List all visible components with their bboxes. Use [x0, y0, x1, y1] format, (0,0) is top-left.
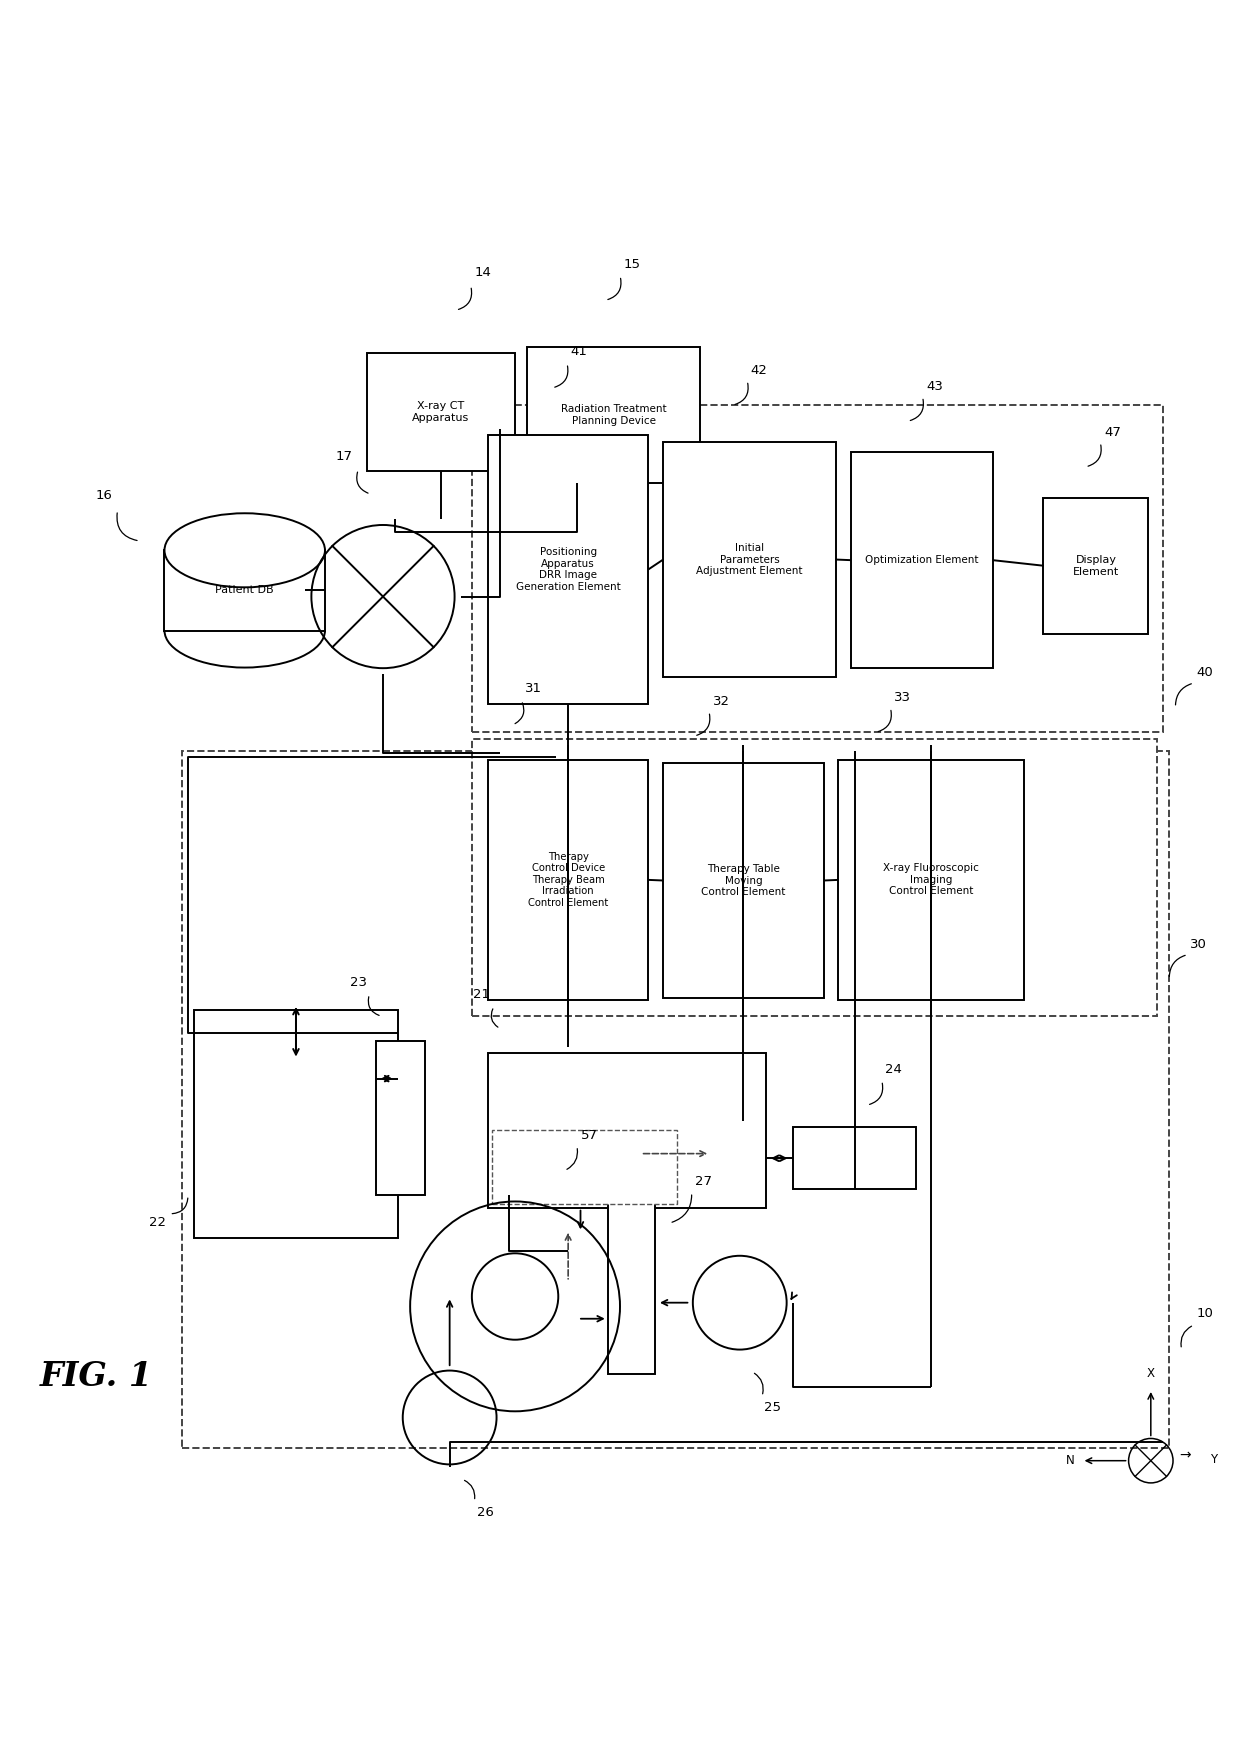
Bar [182, 750, 1169, 1448]
Bar [472, 405, 1163, 733]
Bar [472, 738, 1157, 1016]
Bar [838, 759, 1024, 1000]
Text: 23: 23 [350, 976, 367, 990]
Text: Positioning
Apparatus
DRR Image
Generation Element: Positioning Apparatus DRR Image Generati… [516, 548, 620, 592]
Text: 14: 14 [475, 266, 491, 280]
Text: FIG. 1: FIG. 1 [40, 1359, 153, 1393]
Text: 22: 22 [149, 1217, 166, 1229]
Bar [487, 435, 649, 704]
Text: Initial
Parameters
Adjustment Element: Initial Parameters Adjustment Element [697, 542, 802, 576]
Text: 43: 43 [926, 380, 942, 393]
Text: X-ray CT
Apparatus: X-ray CT Apparatus [413, 402, 470, 423]
Text: 57: 57 [580, 1129, 598, 1143]
Text: 26: 26 [477, 1506, 494, 1520]
Text: Display
Element: Display Element [1073, 555, 1118, 576]
Text: 40: 40 [1197, 666, 1213, 680]
Text: 15: 15 [624, 257, 641, 271]
Text: Patient DB: Patient DB [216, 585, 274, 595]
Bar [487, 759, 649, 1000]
Text: →: → [1179, 1449, 1190, 1463]
Text: 17: 17 [335, 451, 352, 463]
Text: X-ray Fluoroscopic
Imaging
Control Element: X-ray Fluoroscopic Imaging Control Eleme… [883, 863, 980, 896]
Bar [663, 763, 823, 998]
Bar [527, 347, 701, 483]
Bar [608, 1159, 655, 1374]
Bar [376, 1041, 425, 1196]
Text: 10: 10 [1197, 1307, 1214, 1321]
Bar [663, 442, 836, 676]
Bar [487, 1053, 765, 1208]
Bar [165, 549, 325, 630]
Text: 24: 24 [885, 1062, 903, 1076]
Text: 42: 42 [751, 365, 768, 377]
Text: X: X [1147, 1368, 1154, 1381]
Text: N: N [1065, 1455, 1074, 1467]
Text: 41: 41 [570, 345, 588, 357]
Bar [792, 1127, 916, 1189]
Bar [1043, 498, 1148, 634]
Text: 27: 27 [696, 1176, 712, 1189]
Text: 25: 25 [764, 1402, 781, 1414]
Text: 30: 30 [1190, 939, 1208, 951]
Text: 31: 31 [525, 682, 542, 696]
Text: 21: 21 [474, 988, 490, 1002]
Text: Optimization Element: Optimization Element [866, 555, 978, 565]
Text: 16: 16 [95, 488, 113, 502]
Text: 47: 47 [1104, 426, 1121, 438]
Text: Radiation Treatment
Planning Device: Radiation Treatment Planning Device [560, 405, 667, 426]
Bar [195, 1011, 398, 1238]
Text: Therapy
Control Device
Therapy Beam
Irradiation
Control Element: Therapy Control Device Therapy Beam Irra… [528, 852, 609, 909]
Text: 32: 32 [713, 694, 729, 708]
Bar [367, 354, 515, 470]
Text: 33: 33 [894, 690, 911, 704]
Bar [851, 453, 993, 667]
Text: Therapy Table
Moving
Control Element: Therapy Table Moving Control Element [702, 865, 786, 896]
Ellipse shape [165, 512, 325, 588]
Text: Y: Y [1210, 1453, 1218, 1465]
Bar [491, 1131, 677, 1205]
